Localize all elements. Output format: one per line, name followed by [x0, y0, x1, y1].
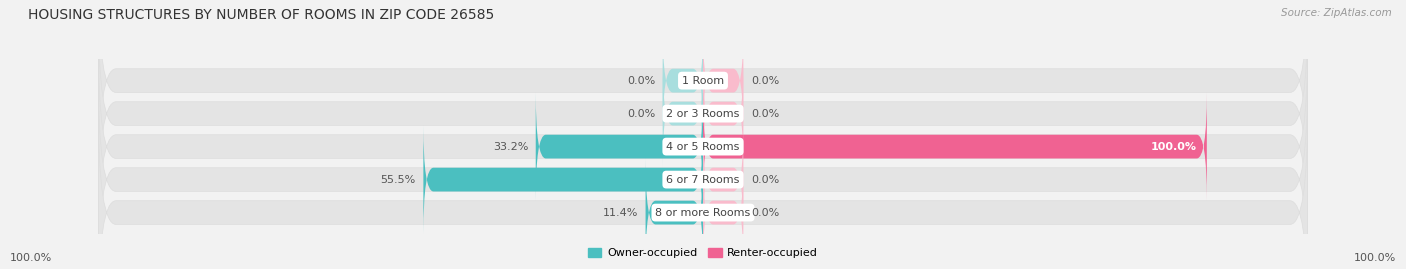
Text: 0.0%: 0.0% [627, 109, 655, 119]
FancyBboxPatch shape [703, 126, 744, 234]
FancyBboxPatch shape [536, 93, 703, 201]
Text: 1 Room: 1 Room [682, 76, 724, 86]
Text: 2 or 3 Rooms: 2 or 3 Rooms [666, 109, 740, 119]
FancyBboxPatch shape [98, 10, 1308, 217]
Text: 8 or more Rooms: 8 or more Rooms [655, 208, 751, 218]
FancyBboxPatch shape [98, 0, 1308, 184]
FancyBboxPatch shape [703, 59, 744, 168]
Legend: Owner-occupied, Renter-occupied: Owner-occupied, Renter-occupied [583, 243, 823, 263]
Text: 0.0%: 0.0% [751, 76, 779, 86]
FancyBboxPatch shape [662, 27, 703, 135]
FancyBboxPatch shape [703, 93, 1206, 201]
Text: HOUSING STRUCTURES BY NUMBER OF ROOMS IN ZIP CODE 26585: HOUSING STRUCTURES BY NUMBER OF ROOMS IN… [28, 8, 495, 22]
Text: 0.0%: 0.0% [751, 175, 779, 185]
FancyBboxPatch shape [98, 76, 1308, 269]
Text: 100.0%: 100.0% [10, 253, 52, 263]
FancyBboxPatch shape [703, 158, 744, 267]
Text: 0.0%: 0.0% [751, 109, 779, 119]
Text: 11.4%: 11.4% [603, 208, 638, 218]
FancyBboxPatch shape [662, 59, 703, 168]
Text: 6 or 7 Rooms: 6 or 7 Rooms [666, 175, 740, 185]
Text: 0.0%: 0.0% [751, 208, 779, 218]
Text: 33.2%: 33.2% [492, 141, 529, 152]
FancyBboxPatch shape [98, 109, 1308, 269]
FancyBboxPatch shape [645, 158, 703, 267]
Text: Source: ZipAtlas.com: Source: ZipAtlas.com [1281, 8, 1392, 18]
Text: 55.5%: 55.5% [381, 175, 416, 185]
FancyBboxPatch shape [423, 126, 703, 234]
Text: 100.0%: 100.0% [1354, 253, 1396, 263]
FancyBboxPatch shape [98, 43, 1308, 250]
Text: 100.0%: 100.0% [1150, 141, 1197, 152]
Text: 0.0%: 0.0% [627, 76, 655, 86]
FancyBboxPatch shape [703, 27, 744, 135]
Text: 4 or 5 Rooms: 4 or 5 Rooms [666, 141, 740, 152]
